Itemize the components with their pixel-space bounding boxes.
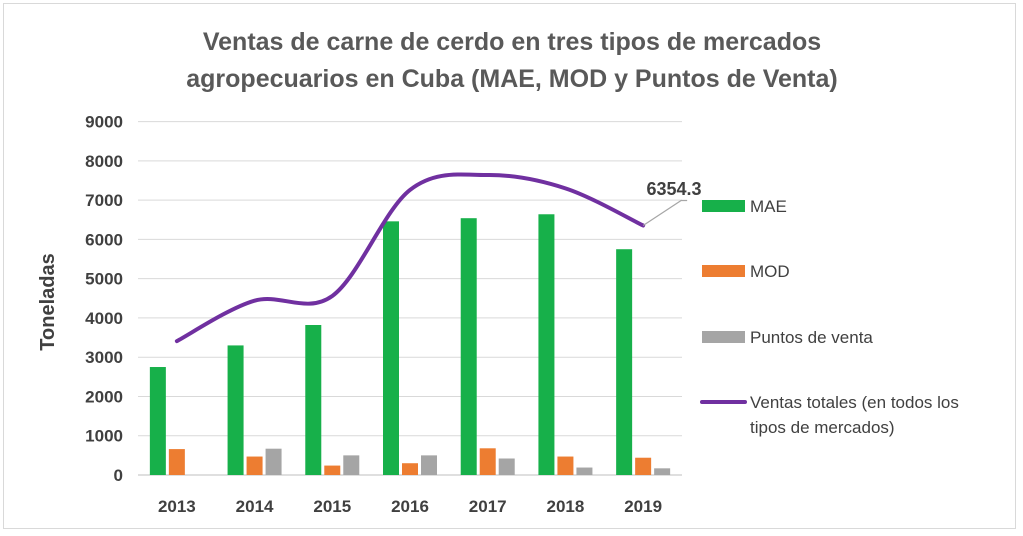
total-sales-line-path [174, 172, 646, 344]
legend-swatch [702, 331, 745, 343]
legend: MAE MOD Puntos de venta Ventas totales (en … [700, 197, 959, 437]
x-tick-label: 2016 [391, 497, 429, 516]
annotation-label: 6354.3 [646, 179, 701, 199]
x-tick-label: 2019 [624, 497, 662, 516]
y-tick-label: 7000 [85, 191, 123, 210]
bar-puntos-de-venta [654, 468, 671, 475]
legend-label: Ventas totales (en todos los [750, 393, 959, 412]
bar-mod [402, 463, 418, 475]
bar-mae [383, 221, 399, 475]
bar-mae [460, 218, 477, 476]
bar-mae [616, 249, 633, 475]
bar-puntos-de-venta [343, 455, 360, 475]
legend-label: MOD [750, 262, 790, 281]
legend-swatch [702, 265, 745, 277]
chart-title-line-1: Ventas de carne de cerdo en tres tipos d… [203, 28, 821, 56]
x-tick-label: 2014 [236, 497, 274, 516]
y-axis-label: Toneladas [37, 253, 59, 350]
chart-canvas: Ventas de carne de cerdo en tres tipos d… [37, 28, 959, 516]
bar-mod [479, 448, 496, 475]
legend-label: MAE [750, 197, 787, 216]
data-label-annotation: 6354.3 [642, 179, 702, 226]
y-tick-label: 9000 [85, 113, 123, 132]
y-tick-label: 0 [114, 466, 123, 485]
chart-title: Ventas de carne de cerdo en tres tipos d… [186, 28, 838, 93]
bar-mod [246, 456, 263, 475]
y-tick-label: 6000 [85, 230, 123, 249]
gridlines [138, 121, 682, 476]
y-tick-label: 1000 [85, 427, 123, 446]
legend-label: tipos de mercados) [750, 418, 895, 437]
bar-puntos-de-venta [498, 458, 515, 475]
bar-mod [635, 457, 652, 475]
y-tick-label: 2000 [85, 387, 123, 406]
y-axis-ticks: 0 1000 2000 3000 4000 5000 6000 7000 8000 9000 [85, 113, 123, 485]
x-axis-ticks: 2013 2014 2015 2016 2017 2018 2019 [158, 497, 662, 516]
chart-title-line-2: agropecuarios en Cuba (MAE, MOD y Puntos… [186, 65, 838, 93]
x-tick-label: 2018 [547, 497, 585, 516]
bar-puntos-de-venta [576, 467, 593, 475]
x-tick-label: 2015 [313, 497, 351, 516]
y-tick-label: 3000 [85, 348, 123, 367]
legend-swatch [702, 200, 745, 212]
bar-puntos-de-venta [265, 448, 282, 475]
y-tick-label: 4000 [85, 309, 123, 328]
x-tick-label: 2017 [469, 497, 507, 516]
bar-mod [168, 449, 185, 475]
y-tick-label: 8000 [85, 152, 123, 171]
y-tick-label: 5000 [85, 270, 123, 289]
bar-puntos-de-venta [421, 455, 437, 475]
bar-mod [557, 456, 574, 475]
bar-mae [227, 345, 244, 475]
bar-mae [149, 367, 166, 475]
bar-mod [324, 465, 341, 475]
bars [149, 214, 671, 476]
x-tick-label: 2013 [158, 497, 196, 516]
annotation-leader-line [642, 199, 688, 226]
bar-mae [305, 325, 322, 475]
bar-mae [538, 214, 555, 475]
chart-frame: Ventas de carne de cerdo en tres tipos d… [3, 3, 1016, 529]
legend-label: Puntos de venta [750, 328, 873, 347]
total-sales-line [174, 172, 646, 344]
